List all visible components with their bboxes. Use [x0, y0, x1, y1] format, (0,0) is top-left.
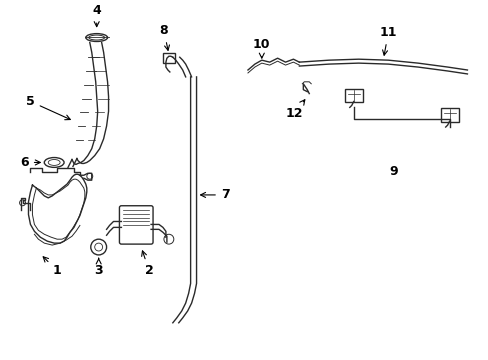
Text: 7: 7: [200, 188, 229, 202]
Text: 6: 6: [20, 156, 40, 169]
FancyBboxPatch shape: [440, 108, 458, 122]
Text: 9: 9: [388, 165, 397, 178]
Text: 5: 5: [26, 95, 70, 120]
Text: 12: 12: [285, 100, 304, 120]
Text: 8: 8: [159, 24, 169, 50]
FancyBboxPatch shape: [344, 89, 362, 103]
Text: 1: 1: [43, 257, 61, 277]
Text: 10: 10: [252, 38, 270, 58]
Text: 3: 3: [94, 258, 103, 277]
Text: 11: 11: [379, 26, 396, 55]
FancyBboxPatch shape: [163, 53, 174, 63]
Text: 2: 2: [142, 251, 153, 277]
Text: 4: 4: [92, 4, 101, 27]
FancyBboxPatch shape: [119, 206, 153, 244]
